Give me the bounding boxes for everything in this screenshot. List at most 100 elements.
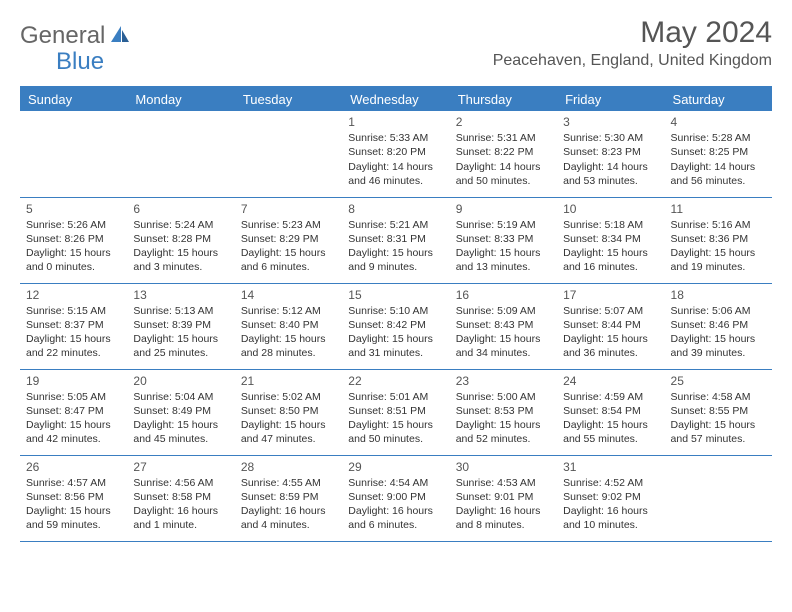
sunset-line: Sunset: 8:33 PM: [456, 232, 551, 246]
day-number: 18: [671, 287, 766, 303]
daylight-line-2: and 3 minutes.: [133, 260, 228, 274]
sunrise-line: Sunrise: 5:07 AM: [563, 304, 658, 318]
sunrise-line: Sunrise: 4:56 AM: [133, 476, 228, 490]
day-number: 13: [133, 287, 228, 303]
daylight-line-1: Daylight: 15 hours: [348, 332, 443, 346]
daylight-line-1: Daylight: 15 hours: [671, 418, 766, 432]
location: Peacehaven, England, United Kingdom: [493, 52, 772, 70]
daylight-line-2: and 6 minutes.: [241, 260, 336, 274]
sunset-line: Sunset: 8:54 PM: [563, 404, 658, 418]
daylight-line-2: and 53 minutes.: [563, 174, 658, 188]
day-number: 14: [241, 287, 336, 303]
day-number: 1: [348, 114, 443, 130]
sunrise-line: Sunrise: 4:55 AM: [241, 476, 336, 490]
calendar-day-cell: 21Sunrise: 5:02 AMSunset: 8:50 PMDayligh…: [235, 369, 342, 455]
day-header: Saturday: [665, 87, 772, 111]
sunrise-line: Sunrise: 5:21 AM: [348, 218, 443, 232]
sunrise-line: Sunrise: 5:24 AM: [133, 218, 228, 232]
daylight-line-1: Daylight: 15 hours: [26, 332, 121, 346]
daylight-line-2: and 55 minutes.: [563, 432, 658, 446]
daylight-line-1: Daylight: 15 hours: [348, 418, 443, 432]
sunset-line: Sunset: 8:47 PM: [26, 404, 121, 418]
sunset-line: Sunset: 8:37 PM: [26, 318, 121, 332]
calendar-week-row: 1Sunrise: 5:33 AMSunset: 8:20 PM Daylight…: [20, 111, 772, 197]
calendar-day-cell: 24Sunrise: 4:59 AMSunset: 8:54 PMDayligh…: [557, 369, 664, 455]
sunrise-line: Sunrise: 4:53 AM: [456, 476, 551, 490]
daylight-line-2: and 16 minutes.: [563, 260, 658, 274]
calendar-day-cell: 28Sunrise: 4:55 AMSunset: 8:59 PMDayligh…: [235, 455, 342, 541]
sunset-line: Sunset: 8:22 PM: [456, 145, 551, 159]
calendar-day-cell: 25Sunrise: 4:58 AMSunset: 8:55 PMDayligh…: [665, 369, 772, 455]
daylight-line-2: and 13 minutes.: [456, 260, 551, 274]
sunset-line: Sunset: 8:39 PM: [133, 318, 228, 332]
day-number: 11: [671, 201, 766, 217]
calendar-day-cell: 13Sunrise: 5:13 AMSunset: 8:39 PMDayligh…: [127, 283, 234, 369]
sunrise-line: Sunrise: 5:01 AM: [348, 390, 443, 404]
day-number: 15: [348, 287, 443, 303]
calendar-day-cell: 23Sunrise: 5:00 AMSunset: 8:53 PMDayligh…: [450, 369, 557, 455]
sunrise-line: Sunrise: 5:05 AM: [26, 390, 121, 404]
calendar-week-row: 26Sunrise: 4:57 AMSunset: 8:56 PMDayligh…: [20, 455, 772, 541]
sunset-line: Sunset: 8:20 PM: [348, 145, 443, 159]
calendar-week-row: 19Sunrise: 5:05 AMSunset: 8:47 PMDayligh…: [20, 369, 772, 455]
sunset-line: Sunset: 8:28 PM: [133, 232, 228, 246]
daylight-line-2: and 19 minutes.: [671, 260, 766, 274]
calendar-empty-cell: [235, 111, 342, 197]
day-header: Thursday: [450, 87, 557, 111]
calendar-day-cell: 27Sunrise: 4:56 AMSunset: 8:58 PMDayligh…: [127, 455, 234, 541]
calendar-empty-cell: [665, 455, 772, 541]
sunrise-line: Sunrise: 5:00 AM: [456, 390, 551, 404]
day-number: 27: [133, 459, 228, 475]
calendar-day-cell: 11Sunrise: 5:16 AMSunset: 8:36 PMDayligh…: [665, 197, 772, 283]
daylight-line-1: Daylight: 16 hours: [241, 504, 336, 518]
sunrise-line: Sunrise: 5:33 AM: [348, 131, 443, 145]
calendar-day-cell: 29Sunrise: 4:54 AMSunset: 9:00 PMDayligh…: [342, 455, 449, 541]
daylight-line-2: and 10 minutes.: [563, 518, 658, 532]
day-number: 17: [563, 287, 658, 303]
calendar-day-cell: 19Sunrise: 5:05 AMSunset: 8:47 PMDayligh…: [20, 369, 127, 455]
daylight-line-1: Daylight: 15 hours: [456, 332, 551, 346]
daylight-line-1: Daylight: 16 hours: [348, 504, 443, 518]
calendar-day-cell: 31Sunrise: 4:52 AMSunset: 9:02 PMDayligh…: [557, 455, 664, 541]
sunset-line: Sunset: 8:50 PM: [241, 404, 336, 418]
sunrise-line: Sunrise: 4:54 AM: [348, 476, 443, 490]
calendar-table: SundayMondayTuesdayWednesdayThursdayFrid…: [20, 86, 772, 542]
sunset-line: Sunset: 8:36 PM: [671, 232, 766, 246]
sunset-line: Sunset: 8:59 PM: [241, 490, 336, 504]
sunset-line: Sunset: 8:56 PM: [26, 490, 121, 504]
sunset-line: Sunset: 8:58 PM: [133, 490, 228, 504]
daylight-line-2: and 46 minutes.: [348, 174, 443, 188]
daylight-line-1: Daylight: 14 hours: [671, 160, 766, 174]
calendar-day-cell: 4Sunrise: 5:28 AMSunset: 8:25 PMDaylight…: [665, 111, 772, 197]
daylight-line-1: Daylight: 15 hours: [133, 246, 228, 260]
sunset-line: Sunset: 8:23 PM: [563, 145, 658, 159]
logo-text-1: General: [20, 22, 105, 50]
daylight-line-1: Daylight: 15 hours: [241, 418, 336, 432]
day-number: 7: [241, 201, 336, 217]
day-number: 3: [563, 114, 658, 130]
sunrise-line: Sunrise: 4:52 AM: [563, 476, 658, 490]
calendar-day-cell: 10Sunrise: 5:18 AMSunset: 8:34 PMDayligh…: [557, 197, 664, 283]
sunrise-line: Sunrise: 4:58 AM: [671, 390, 766, 404]
logo-text-2: Blue: [56, 48, 104, 76]
day-number: 10: [563, 201, 658, 217]
logo: General: [20, 22, 133, 50]
daylight-line-2: and 6 minutes.: [348, 518, 443, 532]
day-header: Tuesday: [235, 87, 342, 111]
daylight-line-2: and 57 minutes.: [671, 432, 766, 446]
daylight-line-1: Daylight: 16 hours: [133, 504, 228, 518]
daylight-line-2: and 52 minutes.: [456, 432, 551, 446]
sunset-line: Sunset: 8:31 PM: [348, 232, 443, 246]
sunset-line: Sunset: 8:51 PM: [348, 404, 443, 418]
daylight-line-1: Daylight: 15 hours: [241, 332, 336, 346]
daylight-line-2: and 22 minutes.: [26, 346, 121, 360]
daylight-line-1: Daylight: 16 hours: [456, 504, 551, 518]
sunset-line: Sunset: 9:02 PM: [563, 490, 658, 504]
sunset-line: Sunset: 8:34 PM: [563, 232, 658, 246]
sunrise-line: Sunrise: 5:18 AM: [563, 218, 658, 232]
calendar-day-cell: 20Sunrise: 5:04 AMSunset: 8:49 PMDayligh…: [127, 369, 234, 455]
day-number: 24: [563, 373, 658, 389]
daylight-line-2: and 34 minutes.: [456, 346, 551, 360]
day-number: 29: [348, 459, 443, 475]
day-header-row: SundayMondayTuesdayWednesdayThursdayFrid…: [20, 87, 772, 111]
